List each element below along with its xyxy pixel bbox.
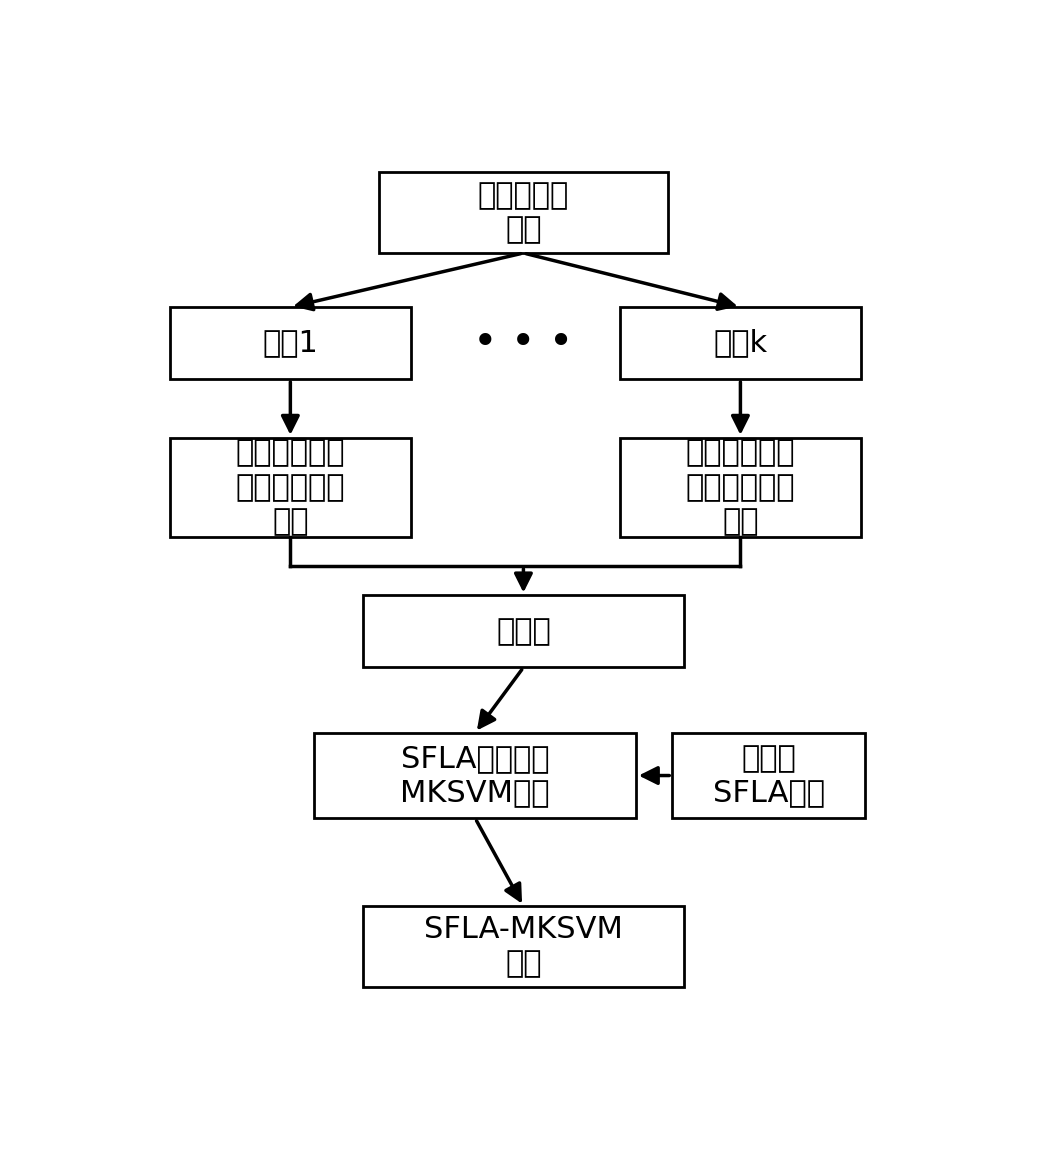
Text: 数据: 数据 [272,507,309,536]
Text: SFLA算法优化: SFLA算法优化 [401,744,550,773]
Bar [672,732,865,818]
Text: 内的气压均値: 内的气压均値 [235,473,345,502]
Bar [363,596,684,667]
Text: 楼层1: 楼层1 [262,329,318,358]
Bar [170,438,411,537]
Text: 数据: 数据 [722,507,759,536]
Bar [620,438,861,537]
Text: SFLA-MKSVM: SFLA-MKSVM [424,915,623,944]
Bar [379,172,668,253]
Text: 楼层k: 楼层k [713,329,767,358]
Bar [314,732,636,818]
Text: 规定时间间隔: 规定时间间隔 [685,439,795,468]
Bar [363,907,684,987]
Bar [620,307,861,379]
Bar [170,307,411,379]
Text: SFLA参数: SFLA参数 [712,778,824,807]
Text: MKSVM参数: MKSVM参数 [400,778,550,807]
Text: 单一全楼层: 单一全楼层 [478,181,569,209]
Text: 规定时间间隔: 规定时间间隔 [235,439,345,468]
Text: 训练集: 训练集 [496,617,551,646]
Text: 内的气压均値: 内的气压均値 [685,473,795,502]
Text: 模型: 模型 [505,949,541,978]
Text: 模式: 模式 [505,215,541,245]
Text: • • •: • • • [473,322,573,364]
Text: 初始化: 初始化 [741,744,796,773]
